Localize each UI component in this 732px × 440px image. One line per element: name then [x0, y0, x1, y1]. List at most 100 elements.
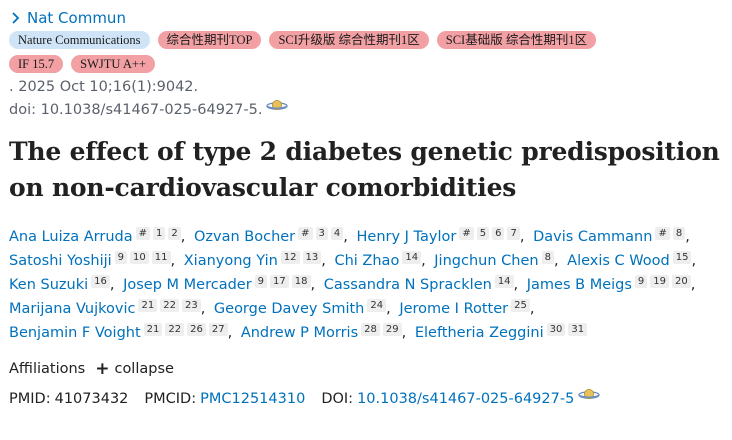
pmcid-label: PMCID: [144, 391, 197, 407]
author-name-link[interactable]: Ozvan Bocher [193, 229, 296, 245]
affiliation-ref[interactable]: 26 [187, 323, 206, 336]
affiliation-ref[interactable]: 31 [568, 323, 588, 336]
affiliation-ref[interactable]: 6 [492, 227, 505, 240]
affiliation-ref[interactable]: 21 [138, 299, 158, 312]
author-name-link[interactable]: Marijana Vujkovic [9, 301, 136, 317]
author-separator: , [386, 301, 391, 317]
journal-badge[interactable]: IF 15.7 [9, 55, 64, 73]
author-name-link[interactable]: Eleftheria Zeggini [414, 325, 544, 341]
chevron-right-icon [12, 12, 20, 24]
author-name-link[interactable]: Ana Luiza Arruda [9, 229, 133, 245]
affiliation-ref[interactable]: 27 [208, 323, 228, 336]
affiliation-ref[interactable]: # [459, 227, 474, 240]
affiliation-ref[interactable]: 7 [507, 227, 520, 240]
affiliation-ref[interactable]: 4 [330, 227, 344, 240]
author-separator: , [685, 229, 690, 245]
journal-badge[interactable]: SCI升级版 综合性期刊1区 [269, 31, 429, 49]
affiliation-ref[interactable]: 1 [153, 227, 166, 240]
citation-text: . 2025 Oct 10;16(1):9042. [9, 79, 199, 95]
author-separator: , [321, 253, 326, 269]
affiliation-ref[interactable]: 19 [650, 275, 670, 288]
affiliation-ref[interactable]: 8 [541, 251, 554, 264]
journal-badge[interactable]: 综合性期刊TOP [157, 31, 262, 49]
author-name-link[interactable]: Alexis C Wood [567, 253, 670, 269]
affiliation-ref[interactable]: 9 [634, 275, 648, 288]
affiliation-ref[interactable]: 24 [367, 299, 387, 312]
affiliation-ref[interactable]: 28 [361, 323, 380, 336]
affiliation-ref[interactable]: 16 [91, 275, 110, 288]
affiliation-ref[interactable]: 18 [291, 275, 311, 288]
author-name-link[interactable]: Satoshi Yoshiji [9, 253, 112, 269]
author-name-link[interactable]: George Davey Smith [213, 301, 365, 317]
journal-badge[interactable]: SWJTU A++ [71, 55, 155, 73]
author-name-link[interactable]: Xianyong Yin [183, 253, 278, 269]
author-item: Alexis C Wood 15, [567, 251, 700, 269]
pmcid-link[interactable]: PMC12514310 [200, 391, 306, 407]
author-item: Ana Luiza Arruda #1 2, [9, 227, 189, 245]
affiliation-ref[interactable]: 21 [143, 323, 163, 336]
affiliations-toggle-label: collapse [114, 361, 174, 377]
saturn-icon[interactable] [266, 99, 289, 113]
affiliation-ref[interactable]: 5 [476, 227, 490, 240]
saturn-icon[interactable] [578, 388, 601, 402]
author-separator: , [200, 301, 206, 317]
affiliation-ref[interactable]: 17 [270, 275, 289, 288]
affiliation-ref[interactable]: 9 [254, 275, 268, 288]
author-name-link[interactable]: Jingchun Chen [434, 253, 539, 269]
affiliation-ref[interactable]: 13 [302, 251, 322, 264]
pmid-value: 41073432 [54, 391, 129, 407]
author-name-link[interactable]: Benjamin F Voight [9, 325, 141, 341]
author-name-link[interactable]: Andrew P Morris [240, 325, 359, 341]
affiliation-ref[interactable]: 25 [511, 299, 530, 312]
affiliation-ref[interactable]: 22 [165, 323, 185, 336]
affiliation-ref[interactable]: 23 [181, 299, 201, 312]
author-name-link[interactable]: Cassandra N Spracklen [323, 277, 492, 293]
affiliation-ref[interactable]: 15 [672, 251, 692, 264]
author-item: Satoshi Yoshiji 9 10 11, [9, 251, 179, 269]
author-item: Marijana Vujkovic 21 22 23, [9, 299, 209, 317]
affiliation-ref[interactable]: 10 [130, 251, 149, 264]
affiliation-ref[interactable]: 29 [382, 323, 402, 336]
author-name-link[interactable]: Henry J Taylor [356, 229, 457, 245]
author-item: Davis Cammann #8, [533, 227, 694, 245]
affiliation-ref[interactable]: 2 [168, 227, 181, 240]
doi-link[interactable]: 10.1038/s41467-025-64927-5 [357, 391, 575, 407]
author-item: Chi Zhao 14, [334, 251, 429, 269]
author-item: Henry J Taylor #5 6 7, [356, 227, 529, 245]
affiliation-ref[interactable]: 3 [315, 227, 328, 240]
journal-badge[interactable]: SCI基础版 综合性期刊1区 [436, 31, 597, 49]
affiliation-ref[interactable]: # [298, 227, 313, 240]
affiliation-ref[interactable]: 20 [672, 275, 691, 288]
affiliation-ref[interactable]: 14 [402, 251, 422, 264]
affiliation-ref[interactable]: 12 [280, 251, 300, 264]
author-name-link[interactable]: Chi Zhao [334, 253, 400, 269]
author-separator: , [227, 325, 233, 341]
author-name-link[interactable]: Davis Cammann [533, 229, 653, 245]
affiliation-ref[interactable]: 30 [546, 323, 566, 336]
author-name-link[interactable]: Jerome I Rotter [399, 301, 509, 317]
affiliations-toggle-button[interactable]: + collapse [95, 361, 174, 378]
author-name-link[interactable]: Ken Suzuki [9, 277, 89, 293]
article-title: The effect of type 2 diabetes genetic pr… [9, 137, 720, 202]
affiliation-ref[interactable]: 22 [160, 299, 179, 312]
affiliation-ref[interactable]: 14 [494, 275, 514, 288]
affiliation-ref[interactable]: 11 [151, 251, 171, 264]
author-list: Ana Luiza Arruda #1 2, Ozvan Bocher #3 4, He… [9, 225, 724, 345]
doi-text: doi: 10.1038/s41467-025-64927-5. [9, 102, 263, 118]
journal-link[interactable]: Nat Commun [9, 8, 732, 28]
author-name-link[interactable]: James B Meigs [526, 277, 632, 293]
author-name-link[interactable]: Josep M Mercader [123, 277, 252, 293]
author-item: James B Meigs 9 19 20, [526, 275, 700, 293]
affiliation-ref[interactable]: 8 [672, 227, 686, 240]
journal-badges: Nature Communications 综合性期刊TOP SCI升级版 综合性期… [9, 31, 649, 73]
affiliation-ref[interactable]: # [655, 227, 670, 240]
affiliation-ref[interactable]: # [135, 227, 151, 240]
author-item: Ozvan Bocher #3 4, [193, 227, 352, 245]
doi-text-line: doi: 10.1038/s41467-025-64927-5. [9, 100, 732, 120]
journal-badge[interactable]: Nature Communications [9, 31, 150, 49]
author-item: Jingchun Chen 8, [434, 251, 562, 269]
affiliation-ref[interactable]: 9 [114, 251, 128, 264]
author-separator: , [553, 253, 559, 269]
identifier-row: PMID: 41073432 PMCID: PMC12514310 DOI: 1… [9, 389, 732, 409]
